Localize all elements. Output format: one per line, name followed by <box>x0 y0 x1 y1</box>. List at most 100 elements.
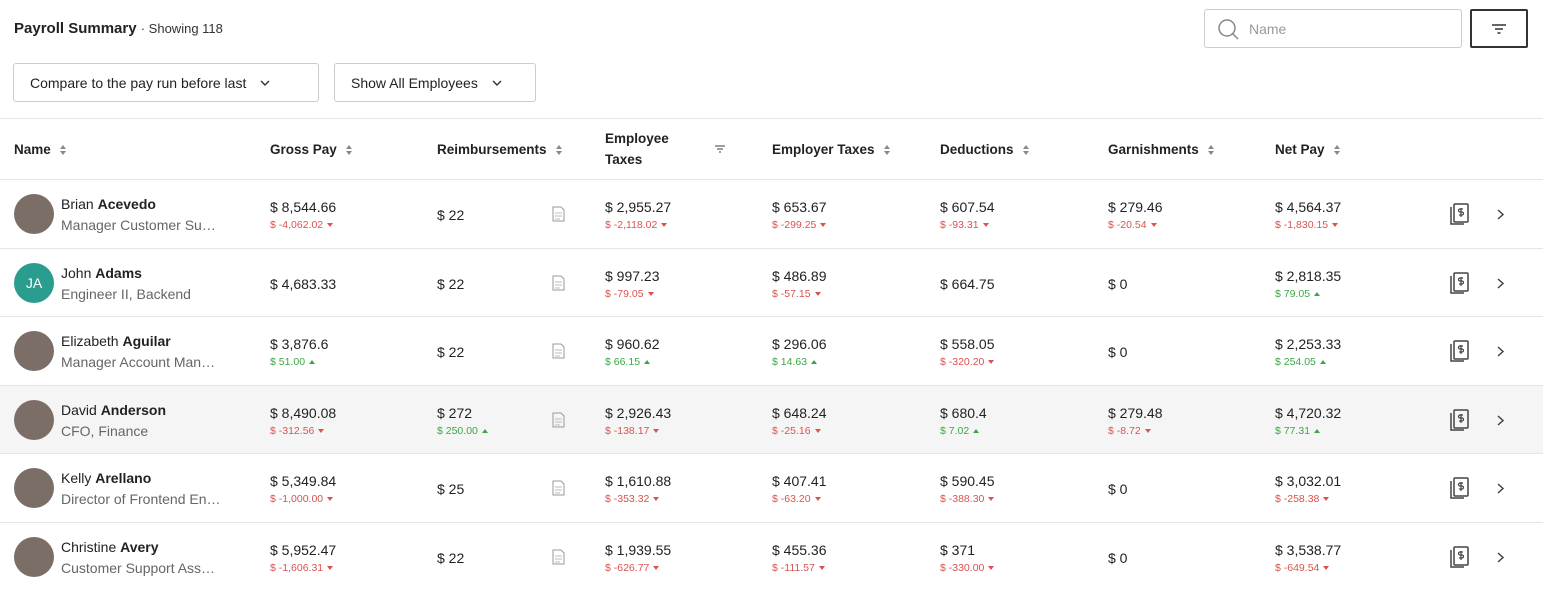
column-label: Employee Taxes <box>605 131 669 167</box>
change-value: $ 7.02 <box>940 424 970 437</box>
cell-value: $ 4,720.32 <box>1275 404 1342 421</box>
change-value: $ -1,000.00 <box>270 493 324 505</box>
filter-button[interactable] <box>1470 9 1528 48</box>
table-row[interactable]: Elizabeth Aguilar Manager Account Man… $ 3… <box>0 317 1543 386</box>
dropdown[interactable]: Compare to the pay run before last <box>13 63 319 102</box>
trend-arrow <box>811 360 818 364</box>
paystub-icon[interactable] <box>1450 203 1470 225</box>
trend-arrow <box>653 428 660 433</box>
column-header[interactable]: Employer Taxes <box>772 139 891 160</box>
avatar <box>14 331 54 371</box>
search[interactable]: Name <box>1204 9 1462 48</box>
dropdown-label: Compare to the pay run before last <box>30 74 247 91</box>
table-row[interactable]: Kelly Arellano Director of Frontend En… $ … <box>0 454 1543 523</box>
avatar <box>14 468 54 508</box>
trend-arrow <box>973 428 980 433</box>
cell-value: $ 272 <box>437 404 473 421</box>
cell-change: $ -63.20 <box>772 493 827 505</box>
cell-change: $ -8.72 <box>1108 425 1163 437</box>
cell-change: $ -353.32 <box>605 493 671 505</box>
chevron-right[interactable] <box>1497 551 1505 563</box>
paystub-icon[interactable] <box>1450 545 1470 568</box>
column-header[interactable]: Garnishments <box>1108 139 1215 160</box>
column-header[interactable]: Reimbursements <box>437 139 563 160</box>
cell: $ 590.45 $ -388.30 <box>940 473 995 505</box>
employee-role: Director of Frontend En… <box>61 491 221 507</box>
cell: $ 8,544.66 $ -4,062.02 <box>270 199 336 231</box>
cell: $ 2,955.27 $ -2,118.02 <box>605 199 671 231</box>
cell: $ 4,720.32 $ 77.31 <box>1275 405 1341 437</box>
first-name: Elizabeth <box>61 333 119 349</box>
cell-change: $ -626.77 <box>605 562 671 574</box>
cell-change: $ 250.00 <box>437 425 488 437</box>
paystub-icon[interactable] <box>1450 340 1470 362</box>
document-icon[interactable] <box>552 549 565 565</box>
change-value: $ -330.00 <box>940 561 985 574</box>
trend-arrow <box>814 497 821 501</box>
chevron-right[interactable] <box>1497 414 1505 426</box>
avatar <box>14 194 54 234</box>
dropdown[interactable]: Show All Employees <box>334 63 536 102</box>
change-value: $ 51.00 <box>270 356 306 368</box>
table-header: Name Gross Pay Reimbursements Employee Taxe… <box>0 118 1543 180</box>
cell-value: $ 653.67 <box>772 199 827 215</box>
cell-value: $ 607.54 <box>940 199 995 215</box>
trend-arrow <box>327 497 334 501</box>
cell: $ 5,349.84 $ -1,000.00 <box>270 473 336 505</box>
cell-change: $ -1,830.15 <box>1275 219 1341 231</box>
document-icon[interactable] <box>552 412 565 428</box>
employee-name: Kelly Arellano <box>61 470 151 486</box>
change-value: $ -8.72 <box>1108 424 1141 437</box>
cell-value: $ 4,564.37 <box>1275 199 1342 215</box>
trend-arrow <box>1144 428 1151 433</box>
column-header[interactable]: Net Pay <box>1275 139 1341 160</box>
employee-name: Elizabeth Aguilar <box>61 333 171 349</box>
title: Payroll Summary <box>14 20 137 37</box>
chevron-right[interactable] <box>1497 209 1505 220</box>
cell-change: $ -312.56 <box>270 425 336 437</box>
paystub-icon[interactable] <box>1450 271 1470 294</box>
cell-value: $ 3,876.6 <box>270 336 329 352</box>
cell: $ 664.75 <box>940 276 995 292</box>
chevron-right[interactable] <box>1497 483 1505 494</box>
cell-change: $ -138.17 <box>605 425 671 437</box>
cell: $ 3,876.6 $ 51.00 <box>270 336 328 368</box>
cell-change: $ -111.57 <box>772 562 827 574</box>
avatar-initials: JA <box>25 274 43 291</box>
dropdown-label: Show All Employees <box>351 74 478 91</box>
table-row[interactable]: David Anderson CFO, Finance $ 8,490.08 $ -3… <box>0 385 1543 454</box>
document-icon[interactable] <box>552 343 565 359</box>
column-label: Garnishments <box>1108 142 1199 157</box>
trend-arrow <box>327 223 334 227</box>
trend-arrow <box>814 428 821 433</box>
cell-value: $ 680.4 <box>940 404 987 421</box>
trend-arrow <box>818 565 825 570</box>
change-value: $ -4,062.02 <box>270 219 324 231</box>
table-row[interactable]: JA John Adams Engineer II, Backend $ 4,683.… <box>0 249 1543 317</box>
column-filter-icon <box>715 145 725 153</box>
filter-icon <box>1492 23 1506 34</box>
count: · Showing 118 <box>140 21 223 36</box>
last-name: Anderson <box>100 401 167 418</box>
column-header[interactable]: Deductions <box>940 139 1030 160</box>
change-value: $ -25.16 <box>772 424 811 437</box>
document-icon[interactable] <box>552 206 565 222</box>
chevron-right[interactable] <box>1497 346 1505 357</box>
cell: $ 272 $ 250.00 <box>437 405 488 437</box>
chevron-right[interactable] <box>1497 277 1505 289</box>
cell: $ 558.05 $ -320.20 <box>940 336 995 368</box>
document-icon[interactable] <box>552 480 565 496</box>
cell: $ 455.36 $ -111.57 <box>772 542 827 574</box>
document-icon[interactable] <box>552 275 565 291</box>
change-value: $ 79.05 <box>1275 287 1311 300</box>
cell-change: $ 7.02 <box>940 425 987 437</box>
column-header[interactable]: Name <box>14 139 67 160</box>
column-header[interactable]: Gross Pay <box>270 139 353 160</box>
trend-arrow <box>1314 291 1321 296</box>
paystub-icon[interactable] <box>1450 477 1470 499</box>
first-name: Kelly <box>61 470 92 486</box>
paystub-icon[interactable] <box>1450 408 1470 431</box>
table-row[interactable]: Christine Avery Customer Support Ass… $ 5,… <box>0 523 1543 590</box>
table-row[interactable]: Brian Acevedo Manager Customer Su… $ 8,544… <box>0 180 1543 249</box>
column-header[interactable]: Employee Taxes <box>605 128 725 170</box>
